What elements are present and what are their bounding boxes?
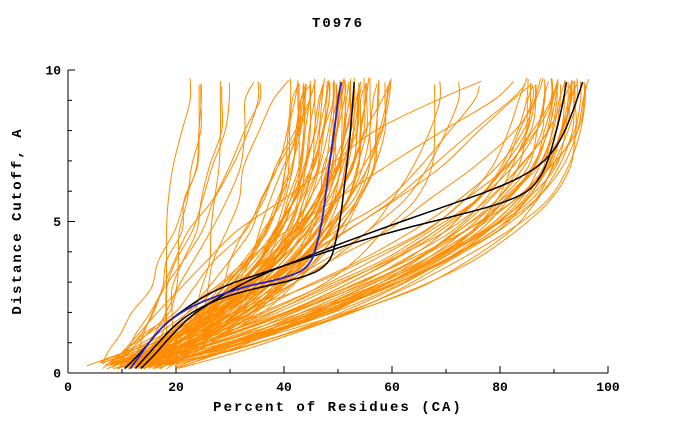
- model-curve: [135, 83, 379, 365]
- chart-title: T0976: [311, 16, 364, 32]
- x-tick-label: 40: [276, 380, 292, 395]
- best-model-curve: [129, 81, 343, 370]
- model-curve: [111, 83, 325, 368]
- model-curve: [147, 86, 366, 369]
- x-tick-label: 20: [168, 380, 184, 395]
- axes: 0 20 40 60 80 100 0 5 10: [45, 64, 620, 396]
- model-curve: [138, 82, 334, 370]
- x-tick-label: 80: [492, 380, 508, 395]
- model-curve: [117, 81, 391, 370]
- model-curve: [152, 80, 316, 365]
- model-curve: [162, 80, 574, 365]
- model-curve: [131, 78, 553, 365]
- reference-model-c-curve: [140, 81, 584, 370]
- x-tick-label: 100: [596, 380, 620, 395]
- y-axis-label: Distance Cutoff, A: [10, 127, 26, 315]
- model-curve: [113, 83, 559, 370]
- model-curve: [134, 79, 546, 369]
- model-curve: [111, 80, 482, 363]
- model-curve: [119, 82, 262, 367]
- model-curve: [124, 77, 544, 368]
- model-curve: [121, 81, 559, 363]
- model-curves: [86, 77, 589, 370]
- model-curve: [111, 85, 389, 368]
- model-curve: [174, 80, 566, 366]
- x-axis-label: Percent of Residues (CA): [213, 400, 463, 416]
- x-tick-label: 60: [384, 380, 400, 395]
- model-curve: [127, 84, 526, 367]
- model-curve: [120, 81, 260, 365]
- model-curve: [127, 80, 346, 363]
- reference-model-a-curve: [134, 82, 355, 369]
- model-curve: [150, 83, 572, 367]
- model-curve: [115, 77, 355, 363]
- x-tick-label: 0: [64, 380, 72, 395]
- model-curve: [116, 78, 542, 370]
- y-tick-label: 5: [53, 215, 61, 230]
- y-tick-label: 10: [45, 64, 61, 79]
- model-curve: [139, 77, 366, 369]
- model-curve: [133, 83, 202, 363]
- y-tick-label: 0: [53, 367, 61, 382]
- model-curve: [123, 80, 573, 366]
- model-curve: [145, 82, 360, 367]
- model-curve: [116, 84, 200, 364]
- model-curve: [177, 80, 582, 369]
